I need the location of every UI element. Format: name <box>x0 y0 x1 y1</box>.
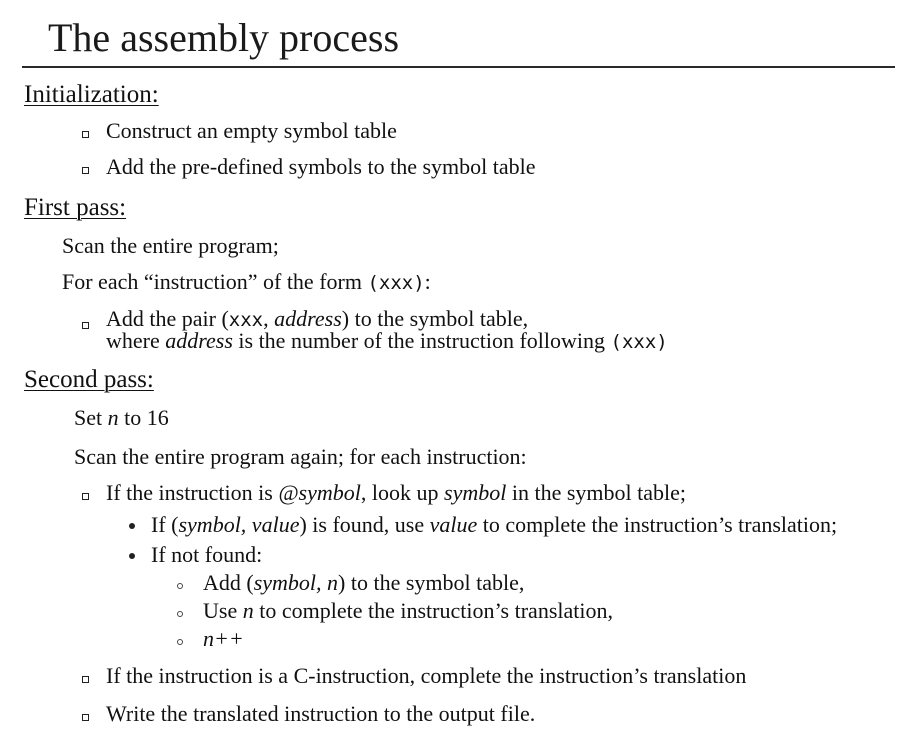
subsub3-n-plus-plus: n++ <box>203 626 244 651</box>
set-text-2: to 16 <box>118 405 169 430</box>
subsub2-text-2: to complete the instruction’s translatio… <box>253 598 613 623</box>
first-pass-add-pair: Add the pair (xxx, address) to the symbo… <box>106 306 529 332</box>
second-pass-subsub-add: Add (symbol, n) to the symbol table, <box>203 569 524 596</box>
sub1-text-1: If ( <box>151 512 179 537</box>
section-heading-first-pass: First pass: <box>24 194 127 221</box>
init-item-2: Add the pre-defined symbols to the symbo… <box>106 154 536 179</box>
second-pass-subsub-increment: n++ <box>203 625 244 652</box>
subsub1-text-2: ) to the symbol table, <box>338 570 525 595</box>
sub1-value: value <box>429 512 478 537</box>
square-bullet-icon <box>82 714 89 721</box>
second-pass-subsub-use: Use n to complete the instruction’s tran… <box>203 597 613 624</box>
add-pair-text-3: ) to the symbol table, <box>341 306 529 331</box>
item1-text-3: in the symbol table; <box>506 480 686 505</box>
square-bullet-icon <box>82 167 89 174</box>
where-address: address <box>165 328 233 353</box>
subsub2-n: n <box>242 598 254 623</box>
second-pass-sub-not-found: If not found: <box>151 542 263 567</box>
sub1-text-2: ) is found, use <box>299 512 430 537</box>
sub1-symbol-value: symbol, value <box>178 512 300 537</box>
add-pair-text-2: , <box>263 306 275 331</box>
round-bullet-icon <box>129 523 135 529</box>
second-pass-item-c-instruction: If the instruction is a C-instruction, c… <box>106 663 747 688</box>
first-pass-where: where address is the number of the instr… <box>106 328 668 354</box>
set-var-n: n <box>107 405 119 430</box>
where-code: (xxx) <box>610 331 668 353</box>
section-heading-initialization: Initialization: <box>24 81 159 108</box>
second-pass-item-symbol: If the instruction is @symbol, look up s… <box>106 479 686 506</box>
where-text-2: is the number of the instruction followi… <box>232 328 611 353</box>
section-heading-second-pass: Second pass: <box>24 366 154 393</box>
square-bullet-icon <box>82 131 89 138</box>
item1-text-1: If the instruction is <box>106 480 279 505</box>
second-pass-set-n: Set n to 16 <box>74 404 169 431</box>
subsub1-text-1: Add ( <box>203 570 254 595</box>
round-bullet-icon <box>129 553 135 559</box>
square-bullet-icon <box>82 493 89 500</box>
set-text-1: Set <box>74 405 108 430</box>
slide-title: The assembly process <box>48 15 400 60</box>
where-text-1: where <box>106 328 166 353</box>
second-pass-item-write: Write the translated instruction to the … <box>106 701 536 726</box>
add-pair-text-1: Add the pair ( <box>106 306 229 331</box>
second-pass-scan: Scan the entire program again; for each … <box>74 444 527 469</box>
square-bullet-icon <box>82 676 89 683</box>
first-pass-for-each-text: For each “instruction” of the form <box>62 269 368 294</box>
circle-bullet-icon <box>177 583 183 589</box>
first-pass-for-each: For each “instruction” of the form (xxx)… <box>62 268 431 297</box>
item1-symbol: symbol <box>444 480 507 505</box>
add-pair-code: xxx <box>228 309 264 331</box>
circle-bullet-icon <box>177 611 183 617</box>
title-divider <box>22 66 895 68</box>
item1-text-2: , look up <box>360 480 445 505</box>
circle-bullet-icon <box>177 639 183 645</box>
subsub2-text-1: Use <box>203 598 243 623</box>
first-pass-scan: Scan the entire program; <box>62 233 279 258</box>
first-pass-colon: : <box>424 269 431 294</box>
subsub1-symbol-n: symbol, n <box>253 570 339 595</box>
add-pair-address: address <box>274 306 342 331</box>
item1-at-symbol: @symbol <box>278 480 361 505</box>
second-pass-sub-found: If (symbol, value) is found, use value t… <box>151 511 837 538</box>
square-bullet-icon <box>82 322 89 329</box>
init-item-1: Construct an empty symbol table <box>106 118 397 143</box>
label-code: (xxx) <box>367 272 425 294</box>
sub1-text-3: to complete the instruction’s translatio… <box>477 512 838 537</box>
